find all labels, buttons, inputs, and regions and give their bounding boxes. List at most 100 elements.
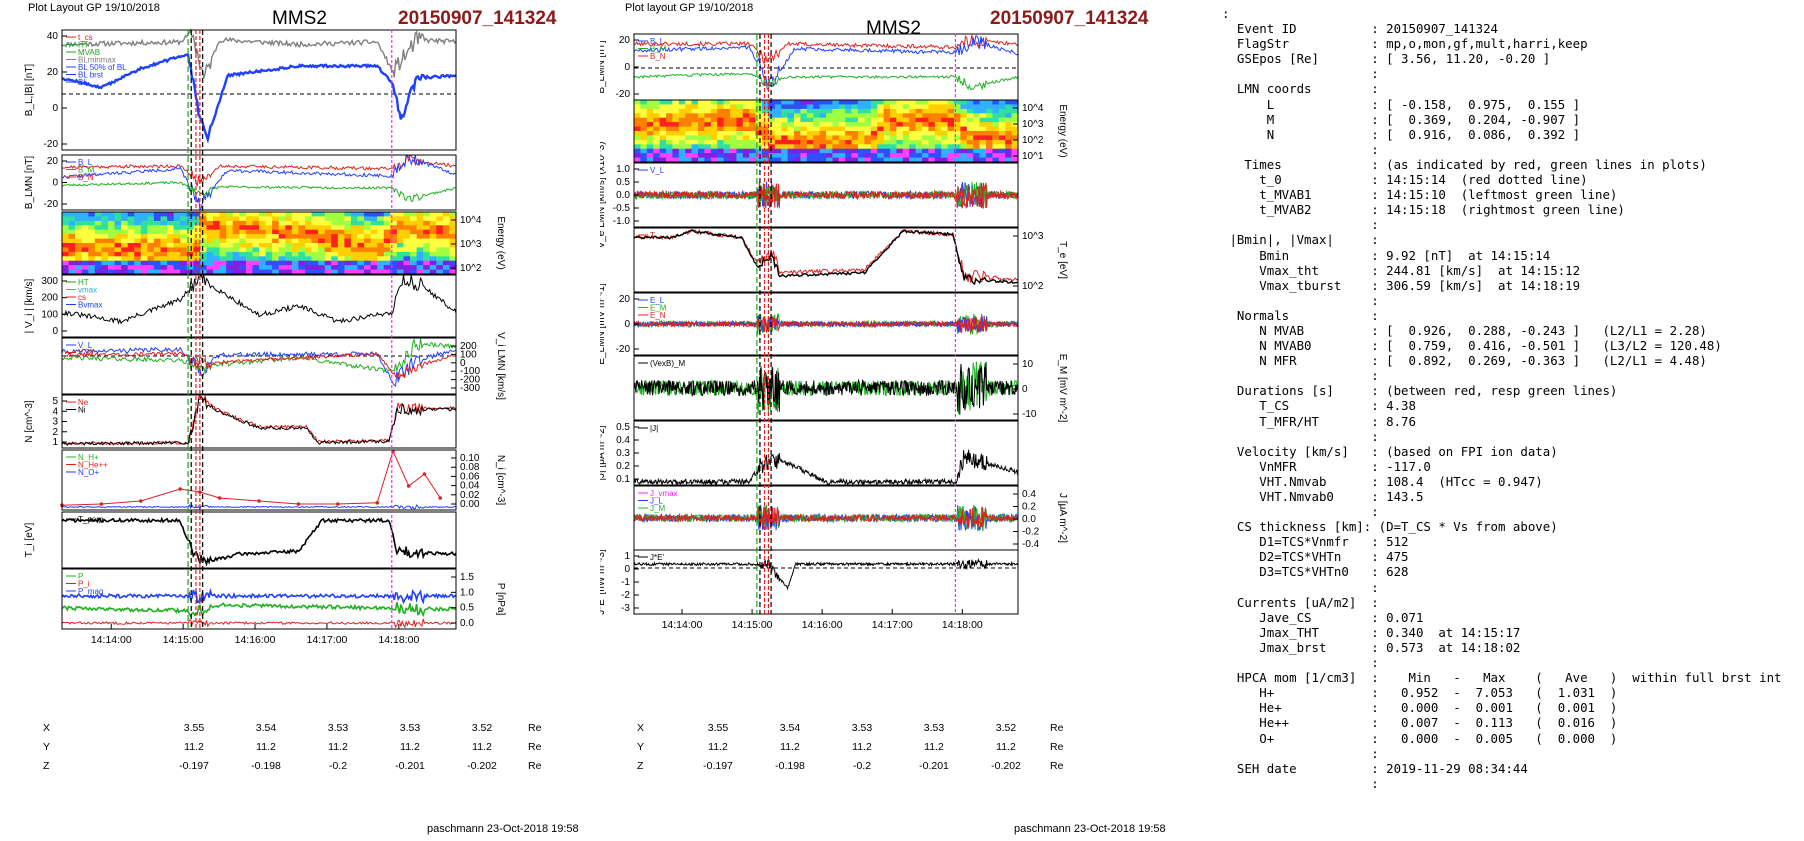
plot2-panel-2-spectrogram-cell [986, 100, 993, 105]
plot2-panel-2-spectrogram-cell [762, 126, 769, 132]
plot2-panel-2-spectrogram-cell [960, 153, 968, 159]
plot1-panel-3-spectrogram-cell [147, 225, 155, 231]
info-line: t_MVAB2 : 14:15:18 (rightmost green line… [1222, 202, 1625, 218]
plot1-panel-3-spectrogram-cell [337, 234, 345, 240]
plot1-panel-3-spectrogram-cell [88, 269, 96, 275]
plot2-panel-2-spectrogram-cell [646, 104, 654, 110]
plot2-panel-7-series-J [633, 449, 1019, 487]
plot1-panel-3-spectrogram-cell [403, 234, 411, 240]
plot1-panel-3-spectrogram-cell [75, 220, 83, 226]
plot2-panel-2-spectrogram-cell [640, 148, 648, 154]
plot1-xtick: 14:18:00 [378, 634, 419, 646]
plot2-panel-2-spectrogram-cell [634, 157, 641, 163]
plot2-panel-2-spectrogram-cell [710, 113, 718, 119]
plot2-panel-2-spectrogram-cell [800, 122, 808, 128]
plot1-panel-3-spectrogram-cell [403, 247, 411, 253]
plot2-panel-2-spectrogram-cell [992, 100, 1000, 105]
plot1-panel-3-spectrogram-cell [285, 234, 293, 240]
plot2-panel-2-spectrogram-cell [870, 100, 878, 105]
plot1-panel-3-spectrogram-cell [232, 247, 240, 253]
plot2-panel-2-spectrogram-cell [672, 139, 680, 145]
plot1-panel-3-spectrogram-cell [272, 256, 280, 262]
plot1-panel-4-ylabel: | V_i | [km/s] [24, 278, 35, 333]
plot2-panel-2-spectrogram-cell [973, 108, 981, 114]
info-line: HPCA mom [1/cm3] : Min - Max ( Ave ) wit… [1222, 670, 1782, 686]
plot1-panel-3-spectrogram-cell [121, 212, 129, 217]
plot1-panel-3-spectrogram-cell [232, 265, 240, 271]
plot2-panel-2-spectrogram-cell [998, 153, 1006, 159]
plot2-panel-2-spectrogram-cell [646, 135, 654, 141]
plot1-panel-3-spectrogram-cell [265, 256, 273, 262]
plot2-panel-2-spectrogram-cell [960, 104, 968, 110]
plot1-panel-3-spectrogram-cell [396, 243, 405, 248]
plot1-panel-3-spectrogram-cell [383, 247, 391, 253]
plot1-panel-3-spectrogram-cell [114, 229, 122, 235]
plot2-panel-2-spectrogram-cell [883, 126, 891, 132]
plot2-panel-2-spectrogram-cell [928, 113, 936, 119]
plot2-panel-2-spectrogram-cell [1011, 104, 1019, 110]
plot2-panel-2-spectrogram-cell [870, 131, 878, 136]
plot2-panel-5-ytick: -20 [616, 344, 631, 355]
plot2-panel-2-spectrogram-cell [979, 135, 987, 141]
plot1-panel-3-spectrogram-cell [245, 256, 254, 262]
plot1-panel-3-spectrogram-cell [377, 247, 385, 253]
plot1-panel-3-spectrogram-cell [429, 216, 437, 222]
plot1-panel-1-legend-entry: BL 50% of BL [78, 63, 127, 72]
plot2-panel-2-spectrogram-cell [781, 104, 789, 110]
plot1-panel-3-spectrogram-cell [62, 212, 70, 217]
plot1-panel-3-spectrogram-cell [350, 247, 359, 253]
plot1-panel-3-spectrogram-cell [121, 256, 129, 262]
plot1-panel-3-spectrogram-cell [219, 251, 227, 257]
plot1-panel-1-legend-entry: BLminmax [78, 56, 116, 65]
plot1-panel-3-spectrogram-cell [272, 251, 280, 257]
plot1-panel-7-ytick: 0.10 [460, 453, 480, 464]
info-line: Durations [s] : (between red, resp green… [1222, 383, 1618, 399]
plot1-panel-3-spectrogram-cell [193, 247, 201, 253]
plot1-panel-9-legend-entry: P [78, 572, 83, 581]
plot2-panel-2-spectrogram-cell [685, 144, 693, 150]
plot1-panel-3-spectrogram-cell [186, 212, 194, 217]
plot1-panel-3-spectrogram-cell [350, 234, 359, 240]
plot1-panel-4-legend-entry: Bvmax [78, 301, 102, 310]
plot2-panel-2-spectrogram-cell [941, 148, 949, 154]
info-line: VHT.Nmvab0 : 143.5 [1222, 489, 1424, 504]
plot2-panel-2-spectrogram-cell [640, 104, 648, 110]
plot2-panel-2-ytick: 10^4 [1022, 103, 1044, 114]
plot1-panel-3-spectrogram-cell [423, 238, 431, 244]
plot2-panel-2-spectrogram-cell [877, 144, 885, 150]
plot1-panel-3-spectrogram-cell [357, 243, 365, 248]
plot1-panel-3-spectrogram-cell [377, 269, 385, 275]
plot2-panel-2-spectrogram-cell [762, 108, 769, 114]
plot1-panel-3-spectrogram-cell [88, 216, 96, 222]
plot1-panel-3-spectrogram-cell [213, 260, 221, 266]
plot2-panel-2-spectrogram-cell [794, 117, 801, 123]
plot2-panel-2-spectrogram-cell [973, 139, 981, 145]
plot2-panel-2-spectrogram-cell [762, 135, 769, 141]
plot1-panel-2-legend-entry: B_N [78, 173, 94, 182]
plot2-panel-2-spectrogram-cell [909, 126, 917, 132]
plot1-panel-3-spectrogram-cell [186, 243, 194, 248]
plot1-panel-3-spectrogram-cell [239, 256, 247, 262]
plot2-panel-2-spectrogram-cell [691, 153, 699, 159]
plot1-panel-3-spectrogram-cell [383, 225, 391, 231]
plot1-panel-3-spectrogram-cell [140, 212, 148, 217]
plot2-panel-2-spectrogram-cell [710, 100, 718, 105]
plot1-panel-9-ytick: 1.0 [460, 587, 474, 598]
plot1-panel-3-spectrogram-cell [140, 216, 148, 222]
plot2-panel-2-spectrogram-cell [826, 148, 833, 154]
plot2-panel-2-spectrogram-cell [1005, 139, 1013, 145]
plot1-panel-3-spectrogram-cell [305, 234, 313, 240]
plot2-panel-2-spectrogram-cell [870, 148, 878, 154]
plot2-panel-2-spectrogram-cell [890, 100, 897, 105]
plot1-panel-3-spectrogram-cell [403, 225, 411, 231]
plot1-panel-3-spectrogram-cell [245, 212, 254, 217]
plot1-panel-3-spectrogram-cell [160, 229, 168, 235]
plot2-panel-2-spectrogram-cell [794, 135, 801, 141]
plot1-panel-3-spectrogram-cell [147, 247, 155, 253]
plot1-panel-3-spectrogram-cell [337, 229, 345, 235]
plot2-panel-2-spectrogram-cell [704, 135, 712, 141]
plot1-panel-3-spectrogram-cell [337, 220, 345, 226]
plot2-panel-2-spectrogram-cell [813, 117, 821, 123]
plot1-panel-3-spectrogram-cell [331, 220, 339, 226]
plot2-panel-2-spectrogram-cell [1011, 113, 1019, 119]
